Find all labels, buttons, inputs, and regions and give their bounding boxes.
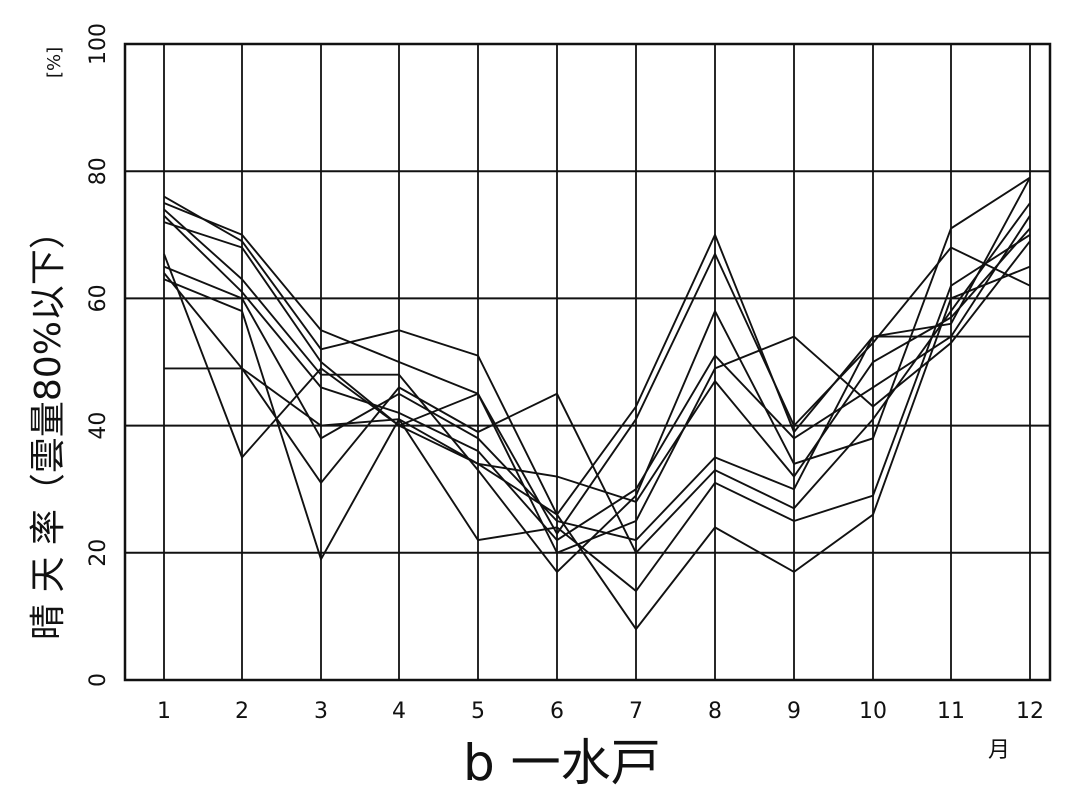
- x-tick-label: 2: [235, 699, 249, 724]
- x-tick-label: 5: [471, 699, 485, 724]
- x-axis-unit: 月: [988, 738, 1010, 763]
- y-axis-label: 晴 天 率（雲量80%以下）: [28, 213, 69, 640]
- x-tick-label: 6: [550, 699, 564, 724]
- series-line-10: [164, 265, 1031, 631]
- x-tick-label: 11: [937, 699, 965, 724]
- x-tick-label: 7: [629, 699, 643, 724]
- x-tick-label: 10: [859, 699, 887, 724]
- x-tick-label: 8: [708, 699, 722, 724]
- series-line-1: [163, 177, 1031, 517]
- x-tick-label: 1: [157, 699, 171, 724]
- x-tick-labels: 1 2 3 4 5 6 7 8 9 10 11 12: [157, 699, 1044, 724]
- x-tick-label: 4: [392, 699, 406, 724]
- y-tick-labels: 0 20 40 60 80 100: [86, 23, 111, 687]
- series-line-9: [163, 234, 1031, 593]
- series-line-3: [163, 176, 1031, 574]
- series-line-4: [163, 215, 1031, 542]
- series-line-5: [163, 221, 1031, 504]
- plot-frame: [123, 42, 1052, 682]
- y-tick-label: 0: [86, 673, 111, 687]
- y-tick-label: 80: [86, 157, 111, 185]
- x-tick-label: 9: [787, 699, 801, 724]
- y-tick-label: 40: [86, 412, 111, 440]
- series-line-7: [163, 265, 1030, 542]
- y-tick-label: 60: [86, 284, 111, 312]
- chart-caption: b 一水戸: [463, 734, 661, 790]
- series-group: [163, 176, 1031, 631]
- y-axis-unit: [%]: [44, 47, 65, 78]
- series-line-2: [163, 202, 1031, 536]
- y-tick-label: 100: [86, 23, 111, 65]
- x-tick-label: 3: [314, 699, 328, 724]
- series-line-6: [163, 240, 1031, 555]
- series-line-8: [163, 202, 1031, 555]
- y-tick-label: 20: [86, 539, 111, 567]
- x-tick-label: 12: [1016, 699, 1044, 724]
